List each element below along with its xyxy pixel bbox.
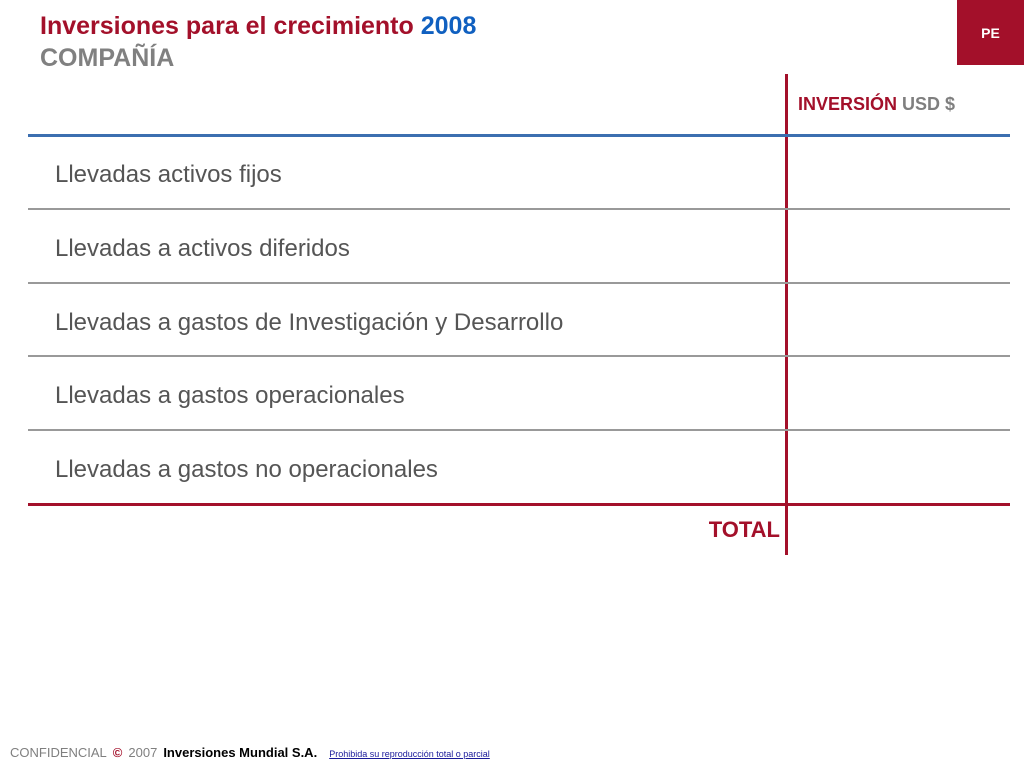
row-label: Llevadas a gastos no operacionales (55, 456, 438, 483)
header-rule (28, 134, 1010, 137)
row-label: Llevadas a gastos operacionales (55, 382, 405, 409)
footer-notice-link[interactable]: Prohibida su reproducción total o parcia… (329, 749, 490, 759)
footer-confidential: CONFIDENCIAL (10, 745, 107, 760)
row-divider (28, 429, 1010, 431)
copyright-icon: © (112, 745, 123, 760)
total-label: TOTAL (708, 517, 780, 542)
row-divider (28, 282, 1010, 284)
column-divider (785, 74, 788, 555)
column-header-unit: USD $ (902, 94, 956, 114)
column-header-investment: INVERSIÓN USD $ (798, 94, 955, 115)
row-divider (28, 208, 1010, 210)
table-row: Llevadas a gastos de Investigación y Des… (28, 285, 785, 359)
row-label: Llevadas a activos diferidos (55, 235, 350, 262)
section-badge: PE (957, 0, 1024, 65)
column-header-main: INVERSIÓN (798, 94, 898, 114)
footer-company: Inversiones Mundial S.A. (163, 745, 318, 760)
row-label: Llevadas activos fijos (55, 161, 282, 188)
row-label: Llevadas a gastos de Investigación y Des… (55, 309, 564, 336)
table-row: Llevadas activos fijos (28, 137, 785, 211)
title-text: Inversiones para el crecimiento (40, 12, 414, 40)
page-title: Inversiones para el crecimiento 2008 (40, 12, 476, 41)
total-rule (28, 503, 1010, 506)
row-divider (28, 355, 1010, 357)
footer: CONFIDENCIAL © 2007 Inversiones Mundial … (10, 745, 490, 760)
footer-year: 2007 (128, 745, 158, 760)
title-year: 2008 (420, 12, 477, 40)
table-row: Llevadas a gastos no operacionales (28, 432, 785, 506)
table-row: Llevadas a gastos operacionales (28, 358, 785, 432)
table-row: Llevadas a activos diferidos (28, 211, 785, 285)
page-subtitle: COMPAÑÍA (40, 44, 175, 72)
